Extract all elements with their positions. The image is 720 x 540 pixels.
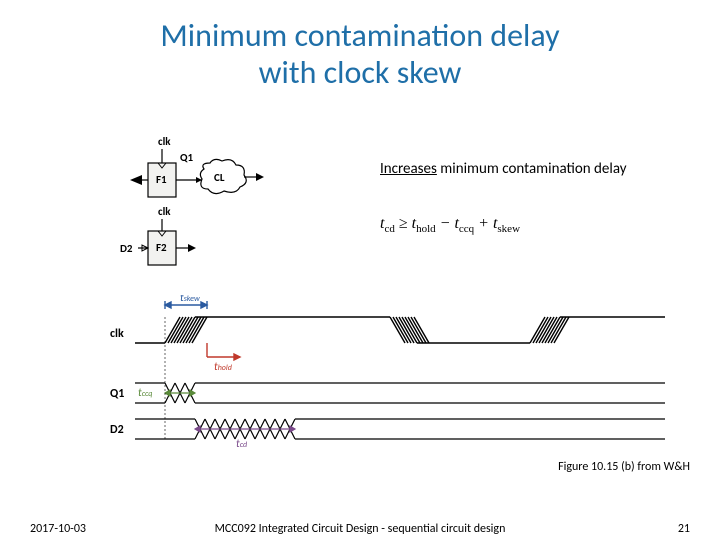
q1-label: Q1 xyxy=(180,151,194,164)
block-diagram: clk F1 Q1 CL clk F2 D2 xyxy=(120,135,300,275)
thold-label: thold xyxy=(214,360,232,373)
f2-label: F2 xyxy=(156,241,167,254)
timing-d2-label: D2 xyxy=(110,423,124,437)
clk-label: clk xyxy=(158,135,171,148)
timing-q1-label: Q1 xyxy=(110,387,124,401)
title-line-2: with clock skew xyxy=(259,53,462,92)
tccq-label: tccq xyxy=(138,386,152,399)
cl-label: CL xyxy=(214,171,225,184)
f1-label: F1 xyxy=(156,173,167,186)
figure-caption: Figure 10.15 (b) from W&H xyxy=(558,460,690,474)
timing-clk-label: clk xyxy=(110,327,124,341)
annotation-underlined: Increases xyxy=(380,160,437,178)
annotation-text: Increases minimum contamination delay xyxy=(380,160,627,179)
footer-page: 21 xyxy=(678,522,690,536)
tskew-label: tskew xyxy=(180,295,200,304)
footer-center: MCC092 Integrated Circuit Design - seque… xyxy=(0,522,720,536)
timing-diagram: clk xyxy=(110,295,670,450)
title-line-1: Minimum contamination delay xyxy=(160,16,559,55)
clk2-label: clk xyxy=(158,205,171,218)
slide-title: Minimum contamination delay with clock s… xyxy=(0,0,720,92)
d2-label: D2 xyxy=(120,242,133,255)
equation: tcd ≥ thold − tccq + tskew xyxy=(380,215,520,235)
annotation-rest: minimum contamination delay xyxy=(437,160,627,178)
